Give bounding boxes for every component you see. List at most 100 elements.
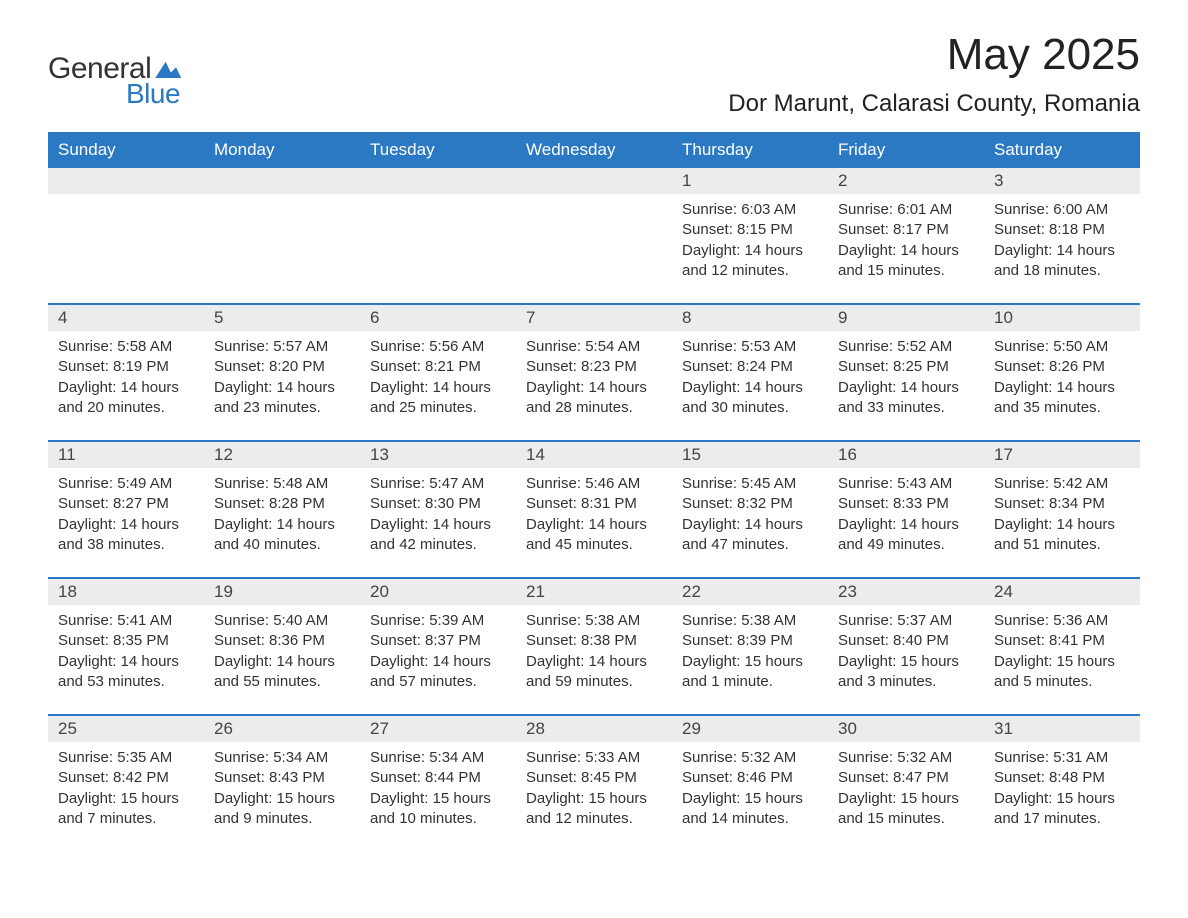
day-body: Sunrise: 5:37 AMSunset: 8:40 PMDaylight:… xyxy=(828,605,984,714)
sunset-line: Sunset: 8:32 PM xyxy=(682,494,818,514)
weekday-col: Friday xyxy=(828,132,984,168)
sunset-line: Sunset: 8:31 PM xyxy=(526,494,662,514)
sunrise-line: Sunrise: 6:01 AM xyxy=(838,200,974,220)
weekday-col: Saturday xyxy=(984,132,1140,168)
sunset-line: Sunset: 8:15 PM xyxy=(682,220,818,240)
daylight-line: Daylight: 14 hours and 33 minutes. xyxy=(838,378,974,419)
sunrise-line: Sunrise: 5:34 AM xyxy=(370,748,506,768)
daylight-line: Daylight: 14 hours and 25 minutes. xyxy=(370,378,506,419)
day-body xyxy=(360,194,516,303)
sunrise-line: Sunrise: 5:41 AM xyxy=(58,611,194,631)
sunset-line: Sunset: 8:45 PM xyxy=(526,768,662,788)
daylight-line: Daylight: 14 hours and 59 minutes. xyxy=(526,652,662,693)
daylight-line: Daylight: 14 hours and 57 minutes. xyxy=(370,652,506,693)
sunrise-line: Sunrise: 5:40 AM xyxy=(214,611,350,631)
day-number: 30 xyxy=(828,716,984,742)
weekday-col: Monday xyxy=(204,132,360,168)
day-number: 12 xyxy=(204,442,360,468)
sunset-line: Sunset: 8:26 PM xyxy=(994,357,1130,377)
daylight-line: Daylight: 14 hours and 42 minutes. xyxy=(370,515,506,556)
sunrise-line: Sunrise: 5:37 AM xyxy=(838,611,974,631)
day-body xyxy=(516,194,672,303)
day-body: Sunrise: 5:45 AMSunset: 8:32 PMDaylight:… xyxy=(672,468,828,577)
calendar: Sunday Monday Tuesday Wednesday Thursday… xyxy=(48,132,1140,851)
day-number: 11 xyxy=(48,442,204,468)
daylight-line: Daylight: 14 hours and 49 minutes. xyxy=(838,515,974,556)
sunset-line: Sunset: 8:44 PM xyxy=(370,768,506,788)
daylight-line: Daylight: 15 hours and 7 minutes. xyxy=(58,789,194,830)
daylight-line: Daylight: 14 hours and 35 minutes. xyxy=(994,378,1130,419)
sunrise-line: Sunrise: 5:56 AM xyxy=(370,337,506,357)
sunset-line: Sunset: 8:36 PM xyxy=(214,631,350,651)
day-number: 16 xyxy=(828,442,984,468)
daylight-line: Daylight: 14 hours and 28 minutes. xyxy=(526,378,662,419)
sunrise-line: Sunrise: 5:48 AM xyxy=(214,474,350,494)
daylight-line: Daylight: 15 hours and 12 minutes. xyxy=(526,789,662,830)
day-body: Sunrise: 5:49 AMSunset: 8:27 PMDaylight:… xyxy=(48,468,204,577)
day-body: Sunrise: 5:50 AMSunset: 8:26 PMDaylight:… xyxy=(984,331,1140,440)
sunset-line: Sunset: 8:20 PM xyxy=(214,357,350,377)
day-body: Sunrise: 6:03 AMSunset: 8:15 PMDaylight:… xyxy=(672,194,828,303)
header: General Blue May 2025 Dor Marunt, Calara… xyxy=(48,30,1140,118)
sunset-line: Sunset: 8:46 PM xyxy=(682,768,818,788)
sunset-line: Sunset: 8:21 PM xyxy=(370,357,506,377)
day-number: 15 xyxy=(672,442,828,468)
sunset-line: Sunset: 8:23 PM xyxy=(526,357,662,377)
day-number: 22 xyxy=(672,579,828,605)
daylight-line: Daylight: 15 hours and 3 minutes. xyxy=(838,652,974,693)
day-body: Sunrise: 5:47 AMSunset: 8:30 PMDaylight:… xyxy=(360,468,516,577)
daylight-line: Daylight: 15 hours and 1 minute. xyxy=(682,652,818,693)
sunset-line: Sunset: 8:25 PM xyxy=(838,357,974,377)
day-body: Sunrise: 5:32 AMSunset: 8:46 PMDaylight:… xyxy=(672,742,828,851)
sunset-line: Sunset: 8:42 PM xyxy=(58,768,194,788)
daylight-line: Daylight: 15 hours and 15 minutes. xyxy=(838,789,974,830)
title-block: May 2025 Dor Marunt, Calarasi County, Ro… xyxy=(728,30,1140,118)
sunrise-line: Sunrise: 5:39 AM xyxy=(370,611,506,631)
day-number: 1 xyxy=(672,168,828,194)
weekday-col: Thursday xyxy=(672,132,828,168)
day-body: Sunrise: 5:58 AMSunset: 8:19 PMDaylight:… xyxy=(48,331,204,440)
day-number: 9 xyxy=(828,305,984,331)
day-body: Sunrise: 5:39 AMSunset: 8:37 PMDaylight:… xyxy=(360,605,516,714)
sunrise-line: Sunrise: 5:33 AM xyxy=(526,748,662,768)
sunset-line: Sunset: 8:19 PM xyxy=(58,357,194,377)
location-label: Dor Marunt, Calarasi County, Romania xyxy=(728,90,1140,118)
daylight-line: Daylight: 14 hours and 23 minutes. xyxy=(214,378,350,419)
week-row: 45678910Sunrise: 5:58 AMSunset: 8:19 PMD… xyxy=(48,303,1140,440)
day-body: Sunrise: 5:32 AMSunset: 8:47 PMDaylight:… xyxy=(828,742,984,851)
page-title: May 2025 xyxy=(728,30,1140,80)
day-number xyxy=(516,168,672,194)
sunset-line: Sunset: 8:38 PM xyxy=(526,631,662,651)
day-body: Sunrise: 6:01 AMSunset: 8:17 PMDaylight:… xyxy=(828,194,984,303)
sunrise-line: Sunrise: 5:38 AM xyxy=(526,611,662,631)
day-body: Sunrise: 5:38 AMSunset: 8:39 PMDaylight:… xyxy=(672,605,828,714)
day-number: 13 xyxy=(360,442,516,468)
brand-word2: Blue xyxy=(126,78,180,110)
sunrise-line: Sunrise: 5:45 AM xyxy=(682,474,818,494)
week-row: 25262728293031Sunrise: 5:35 AMSunset: 8:… xyxy=(48,714,1140,851)
sunrise-line: Sunrise: 5:58 AM xyxy=(58,337,194,357)
daylight-line: Daylight: 14 hours and 51 minutes. xyxy=(994,515,1130,556)
day-body: Sunrise: 5:34 AMSunset: 8:43 PMDaylight:… xyxy=(204,742,360,851)
day-body: Sunrise: 5:56 AMSunset: 8:21 PMDaylight:… xyxy=(360,331,516,440)
weekday-col: Sunday xyxy=(48,132,204,168)
week-row: 11121314151617Sunrise: 5:49 AMSunset: 8:… xyxy=(48,440,1140,577)
day-body: Sunrise: 6:00 AMSunset: 8:18 PMDaylight:… xyxy=(984,194,1140,303)
sunset-line: Sunset: 8:18 PM xyxy=(994,220,1130,240)
sunrise-line: Sunrise: 5:50 AM xyxy=(994,337,1130,357)
sunset-line: Sunset: 8:40 PM xyxy=(838,631,974,651)
sunset-line: Sunset: 8:28 PM xyxy=(214,494,350,514)
day-body: Sunrise: 5:36 AMSunset: 8:41 PMDaylight:… xyxy=(984,605,1140,714)
sunrise-line: Sunrise: 5:34 AM xyxy=(214,748,350,768)
sunrise-line: Sunrise: 5:43 AM xyxy=(838,474,974,494)
daylight-line: Daylight: 15 hours and 9 minutes. xyxy=(214,789,350,830)
daylight-line: Daylight: 14 hours and 55 minutes. xyxy=(214,652,350,693)
day-body: Sunrise: 5:57 AMSunset: 8:20 PMDaylight:… xyxy=(204,331,360,440)
sunrise-line: Sunrise: 5:38 AM xyxy=(682,611,818,631)
day-number: 18 xyxy=(48,579,204,605)
sunrise-line: Sunrise: 5:54 AM xyxy=(526,337,662,357)
daylight-line: Daylight: 14 hours and 53 minutes. xyxy=(58,652,194,693)
sunrise-line: Sunrise: 5:31 AM xyxy=(994,748,1130,768)
sunset-line: Sunset: 8:39 PM xyxy=(682,631,818,651)
day-body: Sunrise: 5:41 AMSunset: 8:35 PMDaylight:… xyxy=(48,605,204,714)
